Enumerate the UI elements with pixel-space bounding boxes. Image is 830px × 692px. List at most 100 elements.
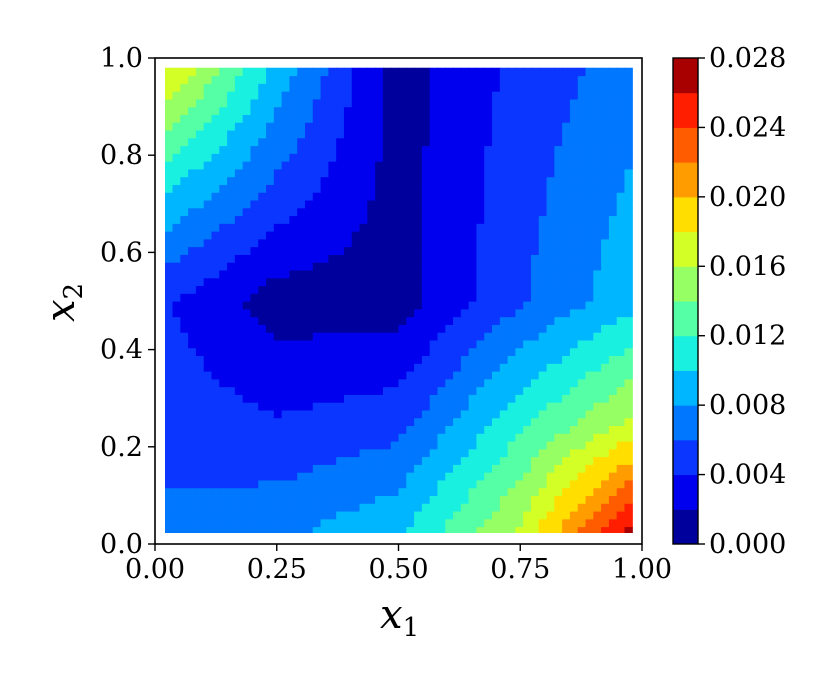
contour-cell	[414, 332, 423, 341]
contour-cell	[312, 254, 322, 263]
contour-cell	[336, 223, 345, 232]
contour-cell	[336, 425, 345, 434]
contour-cell	[266, 176, 275, 185]
contour-cell	[234, 254, 244, 263]
contour-cell	[523, 479, 532, 489]
contour-cell	[492, 386, 501, 395]
contour-cell	[375, 409, 384, 419]
contour-cell	[289, 114, 298, 123]
contour-cell	[414, 223, 423, 232]
contour-cell	[203, 308, 213, 318]
contour-cell	[515, 293, 524, 302]
contour-cell	[297, 479, 306, 489]
contour-cell	[203, 145, 213, 154]
contour-cell	[453, 308, 462, 318]
contour-cell	[234, 433, 244, 442]
contour-cell	[546, 129, 555, 139]
contour-cell	[266, 448, 275, 458]
contour-cell	[499, 277, 509, 287]
contour-cell	[351, 518, 361, 528]
contour-cell	[180, 526, 189, 533]
contour-cell	[343, 161, 353, 170]
contour-cell	[336, 332, 345, 341]
contour-cell	[507, 332, 516, 341]
contour-cell	[273, 370, 283, 380]
contour-cell	[523, 402, 532, 411]
contour-cell	[336, 67, 345, 77]
contour-cell	[608, 215, 618, 224]
contour-cell	[367, 503, 376, 512]
contour-cell	[406, 526, 415, 533]
contour-cell	[203, 394, 213, 403]
contour-cell	[297, 254, 306, 263]
contour-cell	[624, 285, 633, 294]
contour-cell	[375, 332, 384, 341]
contour-cell	[211, 479, 220, 489]
contour-cell	[616, 433, 626, 442]
contour-cell	[398, 83, 407, 92]
contour-cell	[211, 223, 220, 232]
contour-cell	[343, 355, 353, 364]
contour-cell	[546, 495, 555, 504]
contour-cell	[242, 370, 252, 380]
contour-cell	[585, 510, 594, 520]
contour-cell	[297, 386, 306, 395]
contour-cell	[336, 246, 345, 255]
contour-cell	[406, 246, 415, 255]
contour-cell	[188, 495, 197, 504]
contour-cell	[460, 510, 470, 520]
contour-cell	[453, 106, 462, 115]
contour-cell	[593, 223, 602, 232]
contour-cell	[562, 269, 571, 279]
contour-cell	[601, 448, 610, 458]
contour-cell	[546, 98, 555, 108]
contour-cell	[437, 324, 446, 333]
contour-cell	[188, 347, 197, 357]
contour-cell	[453, 192, 462, 201]
contour-cell	[554, 479, 563, 489]
contour-cell	[523, 456, 532, 465]
contour-cell	[281, 199, 291, 209]
contour-cell	[312, 316, 322, 325]
contour-cell	[593, 285, 602, 294]
contour-cell	[445, 192, 454, 201]
contour-cell	[624, 510, 633, 520]
contour-cell	[601, 339, 610, 349]
contour-cell	[165, 75, 174, 84]
contour-cell	[390, 293, 400, 302]
contour-cell	[390, 332, 400, 341]
contour-cell	[203, 425, 213, 434]
contour-cell	[359, 145, 368, 154]
contour-cell	[305, 518, 314, 528]
contour-cell	[445, 370, 454, 380]
contour-cell	[445, 215, 454, 224]
contour-cell	[320, 363, 329, 372]
contour-cell	[188, 448, 197, 458]
contour-cell	[289, 67, 298, 77]
contour-cell	[569, 246, 579, 255]
contour-cell	[523, 277, 532, 287]
contour-cell	[421, 215, 431, 224]
contour-cell	[429, 145, 439, 154]
contour-cell	[343, 526, 353, 533]
contour-cell	[530, 433, 540, 442]
contour-cell	[608, 122, 618, 131]
contour-cell	[569, 207, 579, 217]
contour-cell	[227, 285, 236, 294]
contour-cell	[305, 137, 314, 147]
contour-cell	[546, 67, 555, 77]
contour-cell	[530, 246, 540, 255]
contour-cell	[562, 394, 571, 403]
contour-cell	[546, 503, 555, 512]
contour-cell	[234, 355, 244, 364]
contour-cell	[476, 184, 485, 193]
contour-cell	[554, 98, 563, 108]
contour-cell	[608, 91, 618, 100]
contour-cell	[305, 277, 314, 287]
contour-cell	[165, 308, 174, 318]
contour-cell	[242, 184, 252, 193]
contour-cell	[492, 192, 501, 201]
contour-cell	[429, 254, 439, 263]
contour-cell	[593, 339, 602, 349]
contour-cell	[180, 199, 189, 209]
